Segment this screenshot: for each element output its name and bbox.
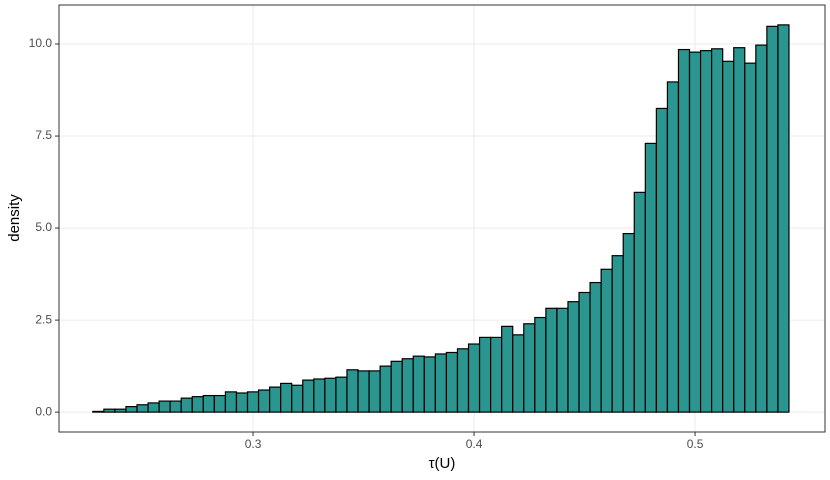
bar bbox=[556, 307, 569, 413]
x-tick-label: 0.5 bbox=[687, 437, 704, 451]
bar bbox=[291, 384, 304, 413]
bar bbox=[324, 377, 337, 413]
bar bbox=[180, 397, 193, 413]
bar bbox=[666, 81, 680, 413]
bar bbox=[379, 365, 392, 413]
bar bbox=[269, 386, 282, 413]
bar bbox=[688, 51, 702, 413]
bar bbox=[766, 25, 779, 413]
bar bbox=[777, 24, 790, 413]
bar bbox=[158, 400, 171, 413]
bar bbox=[456, 348, 470, 413]
bar bbox=[567, 301, 580, 413]
bar bbox=[589, 281, 602, 413]
bar bbox=[644, 142, 657, 413]
y-tick-label: 0.0 bbox=[35, 404, 52, 418]
bar bbox=[302, 379, 315, 413]
bar bbox=[202, 394, 215, 413]
bar bbox=[224, 391, 238, 413]
panel-border bbox=[58, 4, 826, 433]
bar bbox=[622, 232, 635, 413]
bar bbox=[445, 351, 459, 413]
bar bbox=[722, 60, 735, 413]
bar bbox=[523, 323, 536, 413]
bar bbox=[147, 402, 160, 413]
bar bbox=[478, 336, 492, 413]
bar bbox=[699, 50, 713, 413]
bar bbox=[390, 360, 403, 413]
bar bbox=[136, 404, 149, 413]
bar bbox=[755, 44, 768, 413]
bar bbox=[235, 392, 249, 413]
bar bbox=[490, 336, 503, 413]
y-tick-label: 5.0 bbox=[35, 220, 52, 234]
bar bbox=[125, 406, 138, 413]
x-tick-label: 0.3 bbox=[245, 437, 262, 451]
x-tick-label: 0.4 bbox=[466, 437, 483, 451]
bar bbox=[213, 394, 227, 413]
bar bbox=[467, 343, 481, 413]
bar bbox=[335, 376, 348, 413]
bar bbox=[655, 107, 669, 413]
bar bbox=[412, 355, 425, 413]
bar bbox=[423, 356, 436, 413]
bar bbox=[512, 334, 525, 413]
y-tick-label: 10.0 bbox=[29, 36, 53, 50]
bar bbox=[169, 400, 182, 413]
bar bbox=[733, 47, 746, 413]
bar bbox=[346, 369, 359, 413]
bar bbox=[357, 370, 370, 413]
bar bbox=[600, 268, 613, 413]
y-axis-title: density bbox=[6, 194, 23, 242]
bar bbox=[401, 358, 414, 413]
bar bbox=[534, 316, 547, 413]
x-axis-title: τ(U) bbox=[429, 455, 456, 472]
bar bbox=[368, 370, 381, 413]
y-tick-label: 2.5 bbox=[35, 312, 52, 326]
bar bbox=[578, 291, 591, 413]
bar bbox=[280, 382, 293, 413]
bar bbox=[246, 391, 260, 413]
bar bbox=[103, 408, 116, 413]
bar bbox=[633, 191, 646, 413]
bar bbox=[92, 410, 105, 413]
bar bbox=[114, 408, 127, 413]
bar bbox=[711, 48, 724, 413]
bar bbox=[545, 307, 558, 413]
bar bbox=[257, 389, 271, 413]
bar bbox=[191, 396, 204, 413]
bar bbox=[313, 378, 326, 413]
bar bbox=[744, 62, 757, 413]
bar bbox=[677, 48, 691, 413]
y-tick-label: 7.5 bbox=[35, 128, 52, 142]
bar bbox=[434, 353, 448, 413]
bar bbox=[501, 325, 514, 413]
bar bbox=[611, 255, 624, 413]
